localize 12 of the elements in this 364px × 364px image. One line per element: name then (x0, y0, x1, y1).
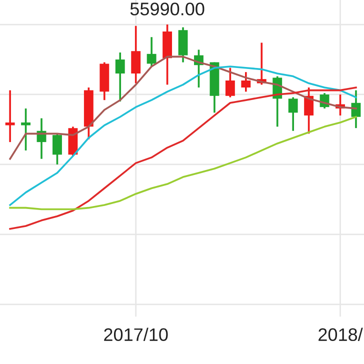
candlestick (304, 86, 314, 135)
candlestick (241, 71, 251, 93)
x-tick-label: 2017/10 (104, 328, 168, 342)
candlestick (146, 36, 156, 68)
candlestick (225, 66, 235, 98)
candlestick (131, 25, 141, 84)
x-tick-label: 2018/ (318, 328, 363, 342)
candlestick (52, 132, 62, 166)
text: 55990.00 (130, 2, 204, 16)
candlestick (288, 96, 298, 132)
candlestick (115, 52, 125, 102)
candlestick (21, 108, 31, 152)
